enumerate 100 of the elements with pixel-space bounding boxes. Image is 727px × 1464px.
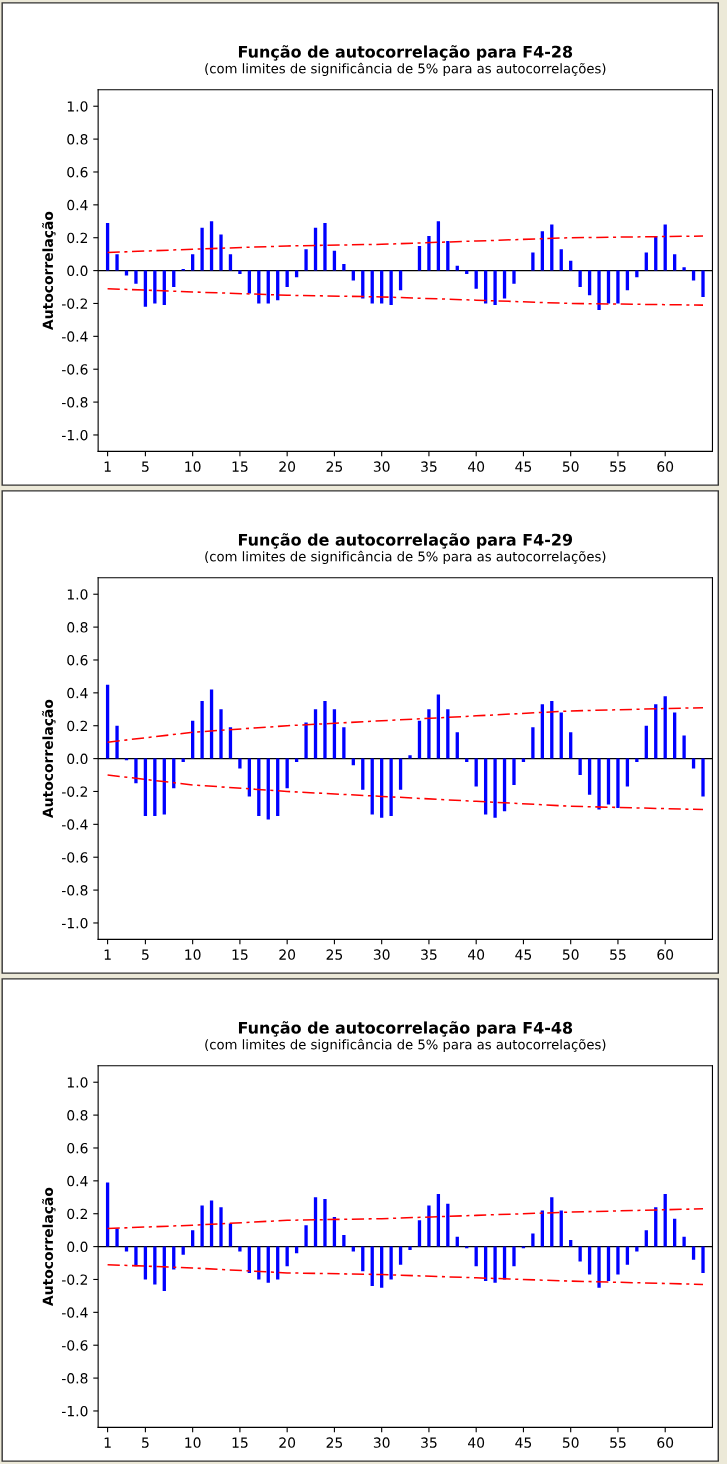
bar	[597, 758, 601, 810]
x-tick-label: 25	[326, 949, 343, 960]
bar	[436, 221, 441, 271]
bar	[474, 270, 478, 289]
bar	[436, 694, 441, 759]
bar	[682, 1236, 686, 1247]
line-series	[106, 706, 704, 743]
chart-subtitle: (com limites de significância de 5% para as autocorrelações)	[205, 1038, 606, 1052]
x-tick-label: 45	[515, 461, 532, 472]
bar	[389, 270, 393, 306]
x-tick-label: 60	[657, 1437, 674, 1448]
bar	[238, 1246, 242, 1252]
bar	[313, 227, 318, 271]
y-tick-label: -0.4	[62, 819, 88, 830]
y-tick-label: 0.6	[67, 166, 88, 178]
y-tick-label: 0.0	[67, 1241, 88, 1253]
bar	[134, 1246, 138, 1267]
bar	[209, 221, 214, 271]
bar	[569, 260, 573, 271]
y-tick-label: 0.8	[67, 134, 88, 145]
bar	[559, 712, 563, 759]
bar	[313, 709, 318, 759]
line-series	[106, 287, 704, 306]
x-tick-label: 30	[373, 461, 390, 472]
x-tick-label: 10	[185, 949, 201, 960]
chart-title: Função de autocorrelação para F4-48	[238, 1021, 573, 1037]
bar	[238, 270, 242, 274]
y-tick-label: -0.6	[62, 364, 88, 375]
bar	[616, 1246, 620, 1275]
y-axis-title: Autocorrelação	[42, 699, 56, 819]
x-tick-label: 50	[562, 461, 579, 472]
bar	[342, 727, 346, 759]
x-tick-label: 50	[562, 1437, 579, 1448]
y-tick-label: 0.4	[67, 199, 88, 211]
y-axis-title: Autocorrelação	[42, 1187, 56, 1307]
bar	[644, 1230, 648, 1247]
bar	[578, 758, 582, 776]
x-tick-label: 5	[142, 1437, 149, 1448]
bar	[219, 1207, 223, 1247]
x-tick-label: 1	[104, 1437, 111, 1448]
bar	[446, 709, 450, 759]
line-series	[106, 1208, 704, 1230]
x-tick-label: 15	[232, 1437, 248, 1448]
bar	[673, 1218, 677, 1247]
bar	[143, 270, 148, 307]
bar	[673, 712, 677, 759]
x-tick-label: 50	[562, 949, 579, 960]
chart-subtitle: (com limites de significância de 5% para as autocorrelações)	[205, 62, 606, 76]
bar	[569, 732, 573, 759]
bar	[493, 270, 497, 306]
bar	[304, 249, 308, 271]
bar	[398, 1246, 403, 1265]
bar	[540, 704, 544, 759]
bar	[597, 1246, 601, 1288]
bar	[502, 270, 507, 299]
x-tick-label: 40	[468, 461, 485, 472]
x-tick-label: 25	[326, 461, 343, 472]
x-tick-label: 20	[279, 461, 296, 472]
bar	[105, 222, 110, 271]
bar	[512, 758, 516, 785]
bar	[342, 1235, 346, 1247]
bar	[342, 264, 346, 271]
x-tick-label: 35	[421, 461, 437, 472]
bar	[200, 1205, 204, 1247]
y-tick-label: 0.4	[67, 1175, 88, 1187]
x-tick-label: 55	[610, 1437, 626, 1448]
bar	[134, 270, 138, 284]
line-series	[106, 235, 704, 254]
x-tick-label: 45	[515, 1437, 532, 1448]
x-tick-label: 10	[185, 1437, 201, 1448]
bar	[304, 722, 308, 759]
y-tick-label: 0.0	[67, 265, 88, 277]
bar	[616, 758, 620, 808]
y-tick-label: 0.8	[67, 622, 88, 633]
x-tick-label: 60	[657, 461, 674, 472]
x-tick-label: 35	[421, 949, 437, 960]
bar	[323, 222, 327, 271]
y-tick-label: -0.2	[62, 298, 88, 309]
bar	[266, 1246, 270, 1283]
bar	[408, 1246, 412, 1250]
bar	[134, 758, 138, 784]
x-tick-label: 5	[142, 949, 149, 960]
x-tick-label: 20	[279, 949, 296, 960]
bar	[455, 1236, 459, 1247]
x-tick-label: 25	[326, 1437, 343, 1448]
bar	[417, 720, 422, 759]
y-axis-title: Autocorrelação	[42, 211, 56, 331]
bar	[625, 758, 630, 787]
x-tick-label: 20	[279, 1437, 296, 1448]
x-tick-label: 30	[373, 1437, 390, 1448]
x-tick-label: 40	[468, 949, 485, 960]
bar	[493, 1246, 497, 1283]
y-tick-label: 0.8	[67, 1110, 88, 1121]
bar	[427, 236, 431, 271]
x-tick-label: 35	[421, 1437, 437, 1448]
bar	[531, 727, 535, 759]
y-tick-label: 1.0	[67, 101, 88, 112]
x-tick-label: 55	[610, 461, 626, 472]
y-tick-label: 1.0	[67, 589, 88, 600]
x-tick-label: 15	[232, 461, 248, 472]
